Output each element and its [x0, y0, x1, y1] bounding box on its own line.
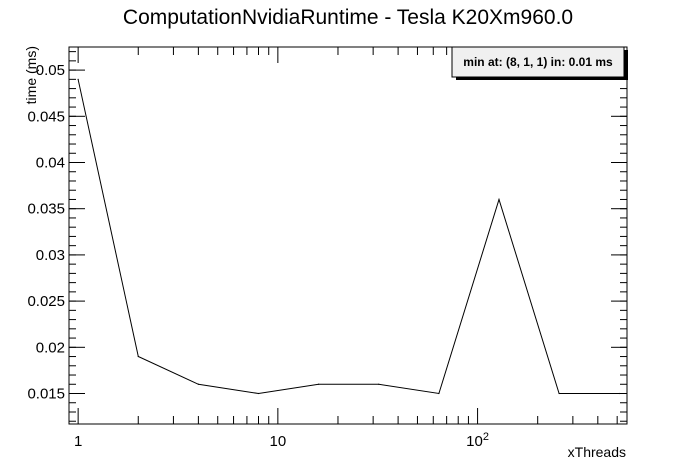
data-point [558, 392, 560, 395]
series-group [77, 78, 620, 395]
data-point [498, 198, 500, 201]
data-point [618, 392, 620, 395]
x-tick-label: 102 [466, 431, 489, 450]
y-tick-label: 0.025 [27, 293, 65, 310]
x-axis-title: xThreads [568, 444, 626, 460]
data-point [137, 355, 139, 358]
series-line [77, 79, 620, 395]
y-tick-label: 0.05 [36, 62, 65, 79]
y-tick-label: 0.04 [36, 155, 65, 172]
plot-frame [68, 46, 628, 425]
y-axis-title: time (ms) [23, 46, 39, 104]
y-tick-label: 0.03 [36, 247, 65, 264]
min-annotation-text: min at: (8, 1, 1) in: 0.01 ms [463, 55, 613, 69]
y-tick-label: 0.02 [36, 339, 65, 356]
data-point [257, 392, 260, 395]
data-point [378, 383, 380, 385]
x-tick-label: 1 [74, 433, 82, 450]
min-annotation-box: min at: (8, 1, 1) in: 0.01 ms [451, 46, 628, 80]
data-point [77, 78, 79, 80]
y-tick-label: 0.045 [27, 108, 65, 125]
y-tick-label: 0.035 [27, 201, 65, 218]
data-point [318, 383, 320, 385]
x-axis-ticks: 1 10 102 [74, 47, 618, 450]
chart-title: ComputationNvidiaRuntime - Tesla K20Xm96… [123, 6, 573, 29]
y-axis-ticks: 0.015 0.02 0.025 0.03 0.035 0.04 0.045 0.05 [27, 51, 627, 422]
data-point [438, 392, 440, 395]
data-point [197, 383, 199, 385]
x-tick-label: 10 [270, 433, 287, 450]
y-tick-label: 0.015 [27, 386, 65, 403]
